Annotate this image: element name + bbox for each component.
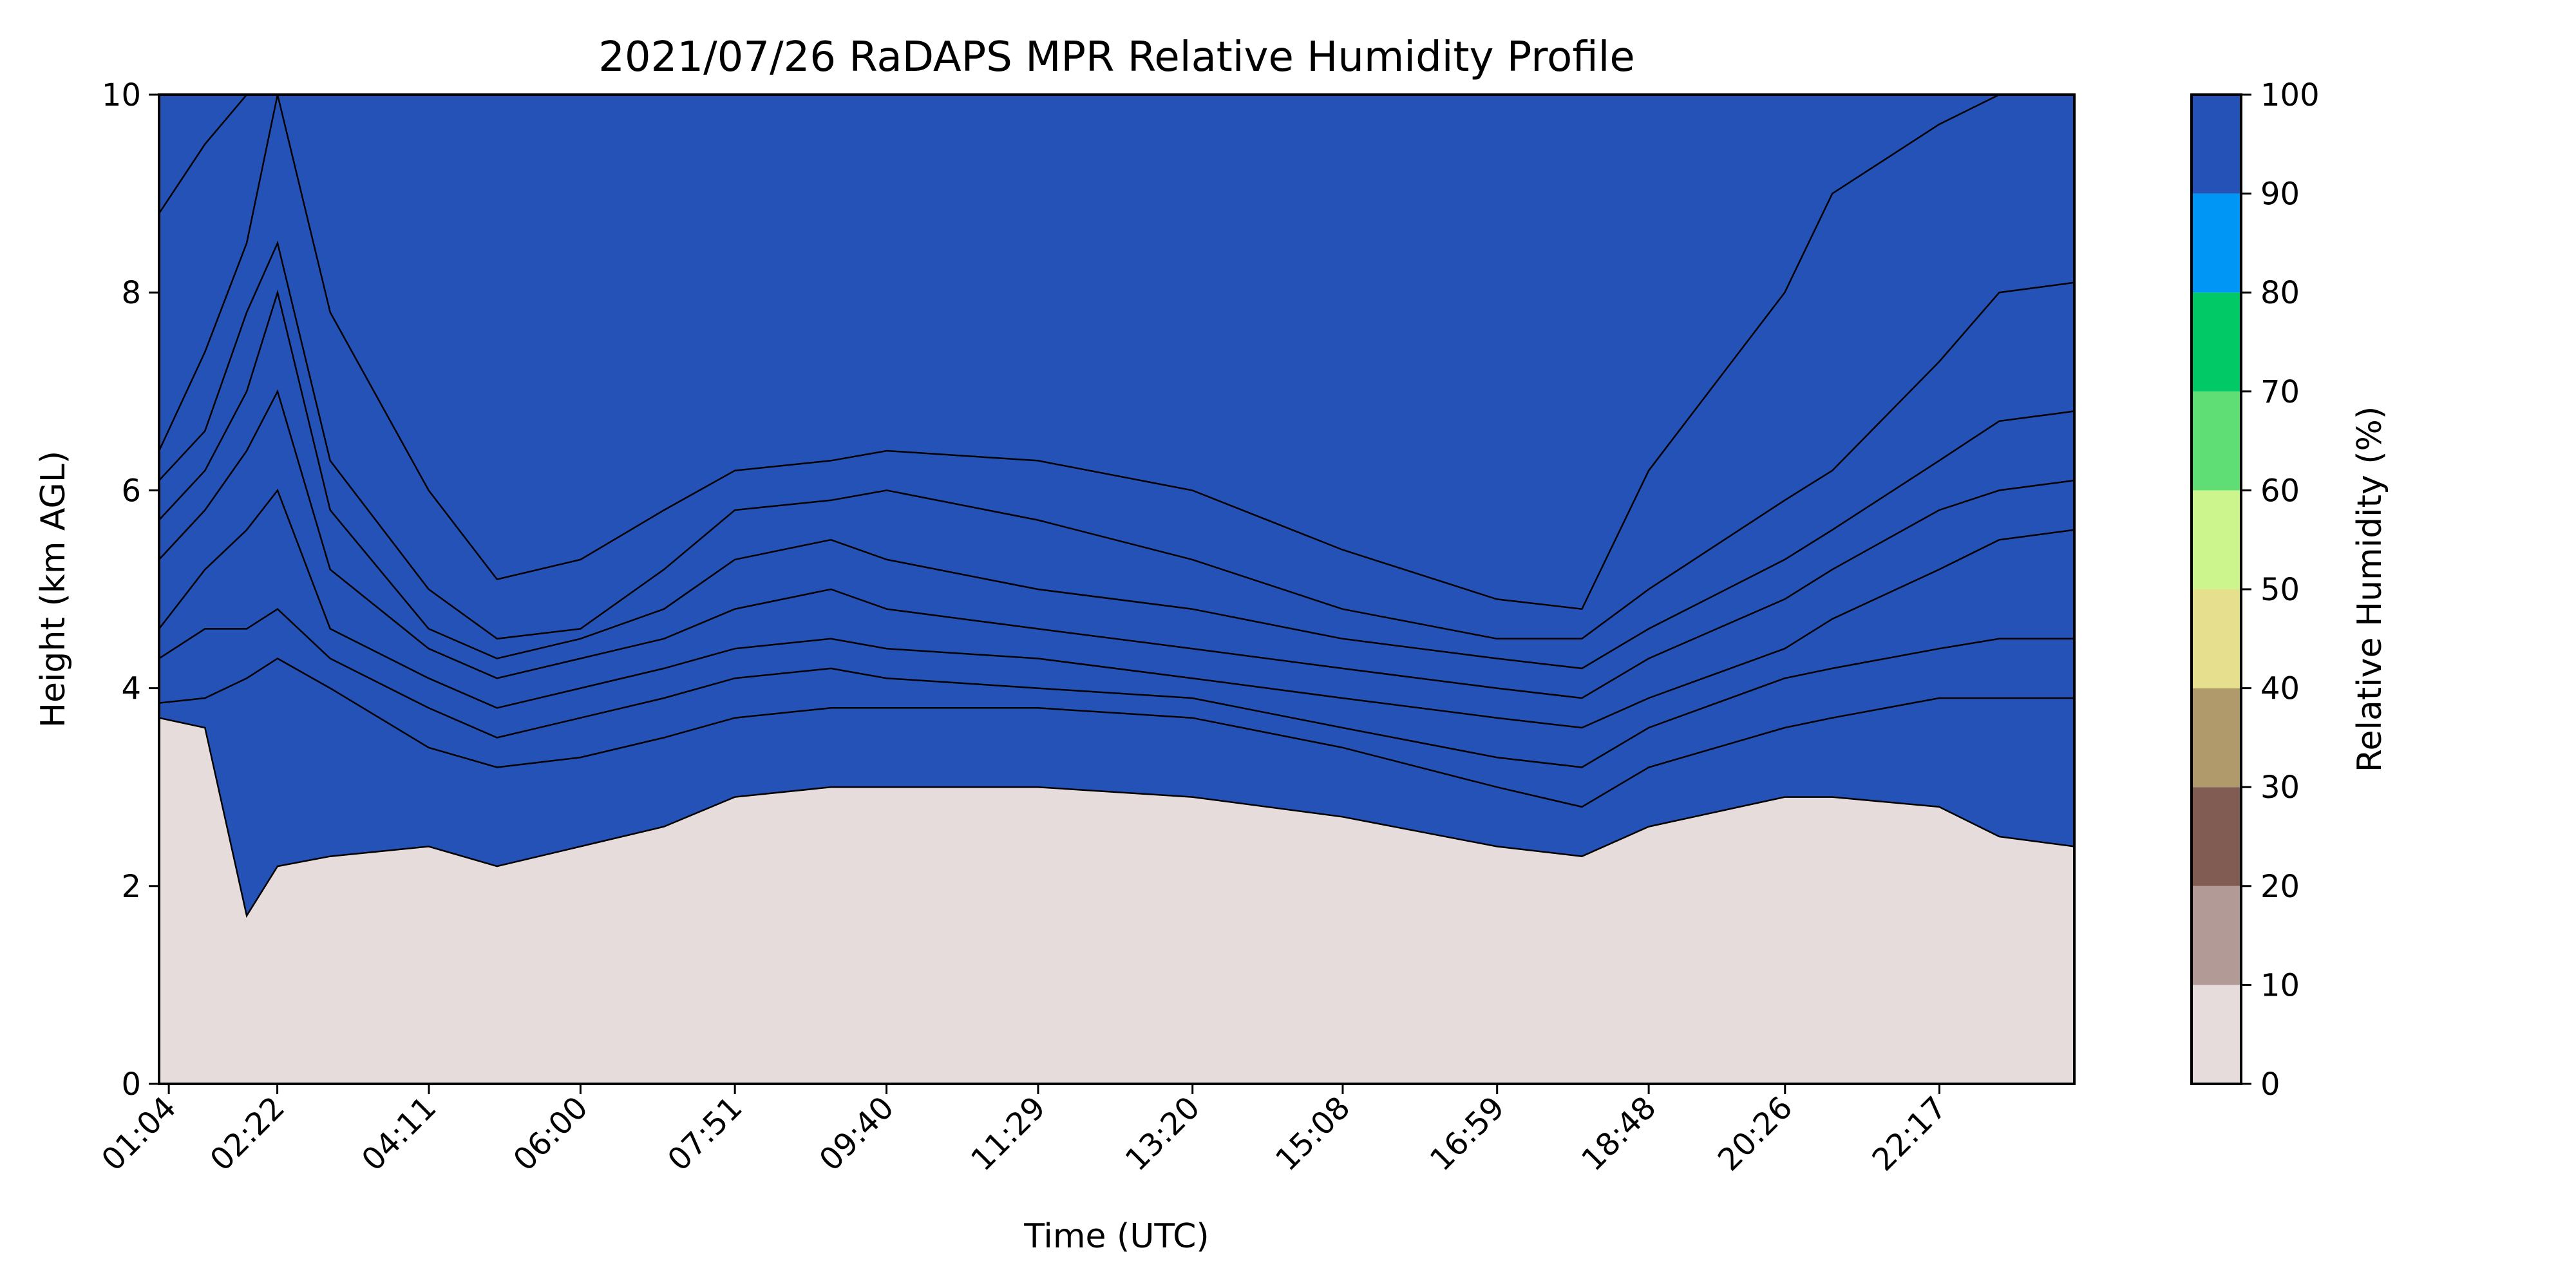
colorbar-ticks: 0 10 20 30 40 50 60 70 80 90 100 <box>2241 77 2320 1103</box>
colorbar-tick-label: 100 <box>2260 77 2320 113</box>
colorbar-tick-label: 10 <box>2260 967 2300 1003</box>
chart-title: 2021/07/26 RaDAPS MPR Relative Humidity … <box>598 33 1635 81</box>
y-tick-label: 8 <box>121 275 141 311</box>
contour-line-90 <box>158 717 2075 918</box>
contour-line-40 <box>158 289 2075 670</box>
contour-line-30 <box>158 240 2075 640</box>
colorbar-cell-0-10 <box>2192 985 2241 1084</box>
colorbar-tick-label: 30 <box>2260 770 2300 806</box>
rh-band-90-100 <box>159 95 2074 916</box>
colorbar-cell-90-100 <box>2192 95 2241 194</box>
colorbar-title: Relative Humidity (%) <box>2351 406 2389 773</box>
colorbar-cell-30-40 <box>2192 688 2241 788</box>
x-tick-label: 18:48 <box>1575 1090 1663 1178</box>
x-tick-label: 13:20 <box>1119 1090 1207 1178</box>
colorbar-cell-10-20 <box>2192 886 2241 985</box>
colorbar-tick-label: 50 <box>2260 572 2300 608</box>
colorbar-cell-60-70 <box>2192 391 2241 491</box>
x-tick-label: 02:22 <box>204 1090 292 1178</box>
contour-line-80 <box>158 658 2074 808</box>
x-tick-label: 09:40 <box>813 1090 901 1178</box>
y-tick-label: 0 <box>121 1066 141 1103</box>
x-tick-label: 07:51 <box>661 1090 749 1178</box>
colorbar-tick-label: 60 <box>2260 473 2300 509</box>
colorbar-cell-80-90 <box>2192 193 2241 293</box>
colorbar-cell-70-80 <box>2192 292 2241 392</box>
y-tick-label: 10 <box>102 77 141 113</box>
colorbar-cell-40-50 <box>2192 589 2241 688</box>
humidity-bands <box>159 95 2074 1084</box>
y-axis: 0 2 4 6 8 10 <box>102 77 159 1103</box>
y-tick-label: 6 <box>121 473 141 509</box>
contour-line-70 <box>158 608 2074 768</box>
x-tick-label: 06:00 <box>506 1090 594 1178</box>
x-tick-label: 11:29 <box>964 1090 1052 1178</box>
colorbar: 0 10 20 30 40 50 60 70 80 90 100 Relative Humidity… <box>2190 77 2389 1103</box>
contour-lines <box>158 93 2075 918</box>
x-tick-label: 04:11 <box>355 1090 443 1178</box>
colorbar-tick-label: 0 <box>2260 1066 2280 1103</box>
x-tick-label: 15:08 <box>1269 1090 1357 1178</box>
x-tick-label: 20:26 <box>1711 1090 1799 1178</box>
contour-line-60 <box>158 488 2075 729</box>
x-axis-title: Time (UTC) <box>1023 1217 1209 1256</box>
colorbar-cell-20-30 <box>2192 787 2241 886</box>
y-axis-title: Height (km AGL) <box>34 451 73 728</box>
colorbar-tick-label: 90 <box>2260 176 2300 213</box>
colorbar-tick-label: 70 <box>2260 374 2300 410</box>
colorbar-tick-label: 20 <box>2260 869 2300 905</box>
plot-area <box>158 93 2076 1085</box>
contour-line-20 <box>158 93 2074 611</box>
x-axis: 01:04 02:22 04:11 06:00 07:51 09:40 11:29 13:20… <box>95 1084 1954 1178</box>
y-tick-label: 2 <box>121 869 141 905</box>
colorbar-tick-label: 40 <box>2260 671 2300 707</box>
x-tick-label: 01:04 <box>95 1090 183 1178</box>
contour-line-50 <box>158 389 2075 699</box>
x-tick-label: 16:59 <box>1423 1090 1511 1178</box>
plot-frame <box>158 93 2076 1085</box>
x-tick-label: 22:17 <box>1866 1090 1954 1178</box>
colorbar-cells <box>2192 95 2241 1084</box>
colorbar-cell-50-60 <box>2192 490 2241 589</box>
colorbar-tick-label: 80 <box>2260 275 2300 311</box>
y-tick-label: 4 <box>121 671 141 707</box>
